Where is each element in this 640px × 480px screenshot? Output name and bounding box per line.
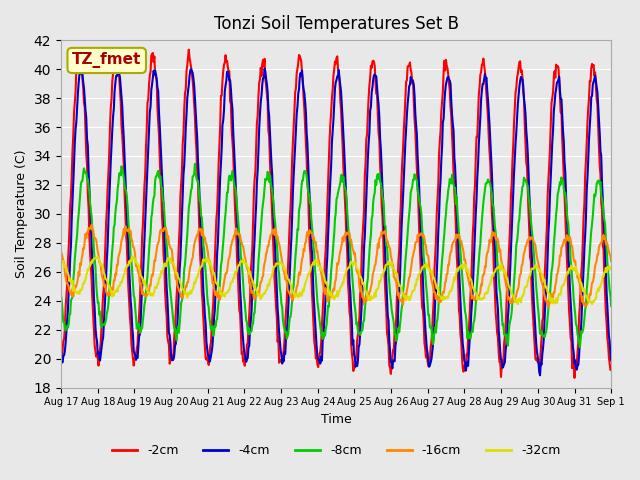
Title: Tonzi Soil Temperatures Set B: Tonzi Soil Temperatures Set B bbox=[214, 15, 459, 33]
-16cm bbox=[180, 289, 188, 295]
-4cm bbox=[607, 358, 615, 363]
-4cm bbox=[209, 330, 217, 336]
-16cm bbox=[209, 279, 217, 285]
Legend: -2cm, -4cm, -8cm, -16cm, -32cm: -2cm, -4cm, -8cm, -16cm, -32cm bbox=[107, 439, 565, 462]
-2cm bbox=[209, 300, 217, 306]
-2cm bbox=[67, 192, 75, 198]
Text: TZ_fmet: TZ_fmet bbox=[72, 52, 141, 69]
-16cm bbox=[404, 284, 412, 289]
-32cm bbox=[607, 266, 615, 272]
-32cm bbox=[180, 288, 188, 294]
-16cm bbox=[607, 258, 615, 264]
Line: -2cm: -2cm bbox=[61, 49, 611, 378]
-32cm bbox=[404, 295, 412, 301]
-8cm bbox=[191, 161, 199, 167]
-8cm bbox=[180, 280, 188, 286]
-8cm bbox=[67, 298, 75, 303]
X-axis label: Time: Time bbox=[321, 413, 351, 426]
-16cm bbox=[57, 250, 65, 255]
-4cm bbox=[536, 372, 544, 378]
-8cm bbox=[576, 345, 584, 350]
-2cm bbox=[404, 64, 412, 70]
-8cm bbox=[420, 254, 428, 260]
-16cm bbox=[88, 222, 95, 228]
-16cm bbox=[67, 290, 75, 296]
Line: -8cm: -8cm bbox=[61, 164, 611, 348]
-4cm bbox=[420, 300, 428, 305]
-8cm bbox=[57, 292, 65, 298]
-2cm bbox=[180, 131, 188, 136]
Line: -4cm: -4cm bbox=[61, 68, 611, 375]
-16cm bbox=[545, 304, 552, 310]
Line: -16cm: -16cm bbox=[61, 225, 611, 307]
-16cm bbox=[125, 227, 132, 232]
-8cm bbox=[607, 303, 615, 309]
-4cm bbox=[67, 242, 75, 248]
-8cm bbox=[404, 229, 412, 235]
-4cm bbox=[125, 241, 132, 247]
-32cm bbox=[209, 270, 217, 276]
-8cm bbox=[124, 204, 131, 209]
-32cm bbox=[57, 259, 65, 264]
Line: -32cm: -32cm bbox=[61, 256, 611, 304]
-32cm bbox=[129, 253, 136, 259]
-32cm bbox=[514, 301, 522, 307]
-2cm bbox=[124, 264, 131, 270]
-2cm bbox=[185, 47, 193, 52]
-2cm bbox=[420, 320, 428, 326]
-32cm bbox=[420, 264, 428, 270]
-8cm bbox=[209, 333, 217, 339]
-2cm bbox=[607, 367, 615, 373]
-4cm bbox=[57, 348, 65, 354]
-16cm bbox=[420, 233, 428, 239]
-2cm bbox=[57, 354, 65, 360]
-4cm bbox=[404, 100, 412, 106]
-4cm bbox=[115, 65, 122, 71]
-32cm bbox=[67, 279, 75, 285]
-2cm bbox=[571, 375, 579, 381]
-4cm bbox=[180, 163, 188, 168]
Y-axis label: Soil Temperature (C): Soil Temperature (C) bbox=[15, 150, 28, 278]
-32cm bbox=[124, 263, 131, 268]
